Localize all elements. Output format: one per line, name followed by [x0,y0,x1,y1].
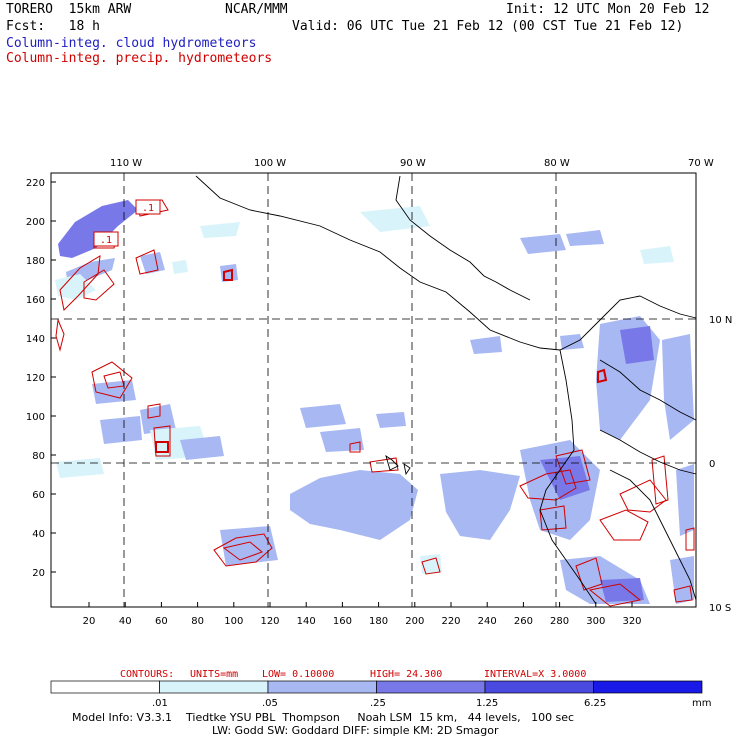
colorbar-segment [593,680,703,694]
forecast-hour: Fcst: 18 h [6,19,100,34]
lat-label: 10 S [709,603,731,614]
x-tick-label: 280 [550,616,569,627]
contour-labels: .1 .1 [93,199,161,247]
colorbar-segment [376,680,486,694]
y-tick-label: 20 [32,568,45,579]
contour-info: CONTOURS: UNITS=mm LOW= 0.10000 HIGH= 24… [120,669,586,680]
y-tick-label: 100 [26,412,45,423]
field-precip-label: Column-integ. precip. hydrometeors [6,51,273,66]
colorbar-label: 1.25 [476,698,498,709]
colorbar-labels: .01 .05 .25 1.25 6.25 mm [152,698,711,709]
colorbar-label: .25 [370,698,386,709]
colorbar-label: .01 [152,698,168,709]
x-tick-label: 140 [297,616,316,627]
x-tick-label: 320 [622,616,641,627]
colorbar-segment [159,680,269,694]
field-cloud-label: Column-integ. cloud hydrometeors [6,36,257,51]
lat-label: 0 [709,459,715,470]
x-tick-label: 200 [405,616,424,627]
model-info-line2: LW: Godd SW: Goddard DIFF: simple KM: 2D… [212,724,499,737]
contour-label-1: .1 [142,203,154,214]
colorbar-label: .05 [262,698,278,709]
model-name: TORERO 15km ARW [6,2,132,17]
x-grid-ticks: 20 40 60 80 100 120 140 160 180 200 220 240 260 280 30… [83,602,642,627]
contour-info-high: HIGH= 24.300 [370,669,442,680]
colorbar-segment [484,680,594,694]
x-tick-label: 180 [369,616,388,627]
colorbar-label: 6.25 [584,698,606,709]
x-tick-label: 20 [83,616,96,627]
x-tick-label: 60 [155,616,168,627]
x-tick-label: 80 [191,616,204,627]
x-tick-label: 160 [333,616,352,627]
colorbar-segment [50,680,160,694]
lat-label: 10 N [709,315,732,326]
contour-info-units: UNITS=mm [190,669,238,680]
lon-label: 90 W [400,158,426,169]
lat-lon-grid [51,173,696,607]
x-tick-label: 40 [119,616,132,627]
lon-label: 100 W [254,158,286,169]
x-tick-label: 220 [441,616,460,627]
colorbar-segment [267,680,377,694]
valid-time: Valid: 06 UTC Tue 21 Feb 12 (00 CST Tue … [292,19,684,34]
y-tick-label: 60 [32,490,45,501]
x-tick-label: 240 [478,616,497,627]
lon-label: 70 W [688,158,714,169]
x-tick-label: 260 [514,616,533,627]
longitude-labels: 110 W 100 W 90 W 80 W 70 W [110,158,714,169]
latitude-labels: 10 N 0 10 S [709,315,732,614]
contour-info-contours: CONTOURS: [120,669,174,680]
contour-info-low: LOW= 0.10000 [262,669,334,680]
init-time: Init: 12 UTC Mon 20 Feb 12 [506,2,710,17]
lon-label: 80 W [544,158,570,169]
x-tick-label: 300 [586,616,605,627]
y-tick-label: 40 [32,529,45,540]
model-info-line1: Model Info: V3.3.1 Tiedtke YSU PBL Thomp… [72,711,575,724]
y-tick-label: 220 [26,178,45,189]
y-tick-label: 120 [26,373,45,384]
colorbar [50,680,703,694]
org-name: NCAR/MMM [225,2,288,17]
coastlines [195,175,697,605]
x-tick-label: 120 [260,616,279,627]
x-tick-label: 100 [224,616,243,627]
y-tick-label: 160 [26,295,45,306]
contour-info-interval: INTERVAL=X 3.0000 [484,669,586,680]
colorbar-unit: mm [692,698,711,709]
contour-label-box [135,199,161,215]
y-tick-label: 180 [26,256,45,267]
y-tick-label: 140 [26,334,45,345]
lon-label: 110 W [110,158,142,169]
y-tick-label: 200 [26,217,45,228]
contour-label-2: .1 [100,235,112,246]
y-tick-label: 80 [32,451,45,462]
contour-label-box [93,231,119,247]
y-grid-ticks: 20 40 60 80 100 120 140 160 180 200 220 [26,178,56,579]
